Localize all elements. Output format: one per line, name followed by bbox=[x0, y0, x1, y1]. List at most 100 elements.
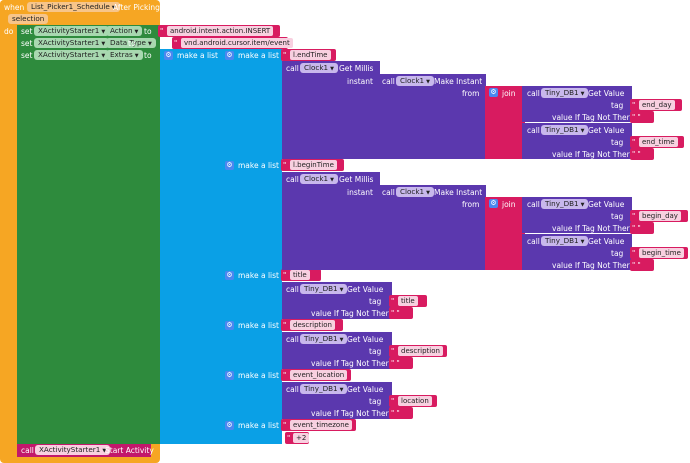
clock-dropdown[interactable]: Clock1 ▼ bbox=[396, 187, 434, 197]
get-millis-block[interactable] bbox=[282, 61, 380, 159]
not-there-label: value If Tag Not There bbox=[552, 224, 635, 233]
clock-dropdown[interactable]: Clock1 ▼ bbox=[300, 63, 338, 73]
mutator-gear-icon[interactable]: ⚙ bbox=[225, 51, 234, 60]
key-string[interactable]: " l.endTime bbox=[281, 49, 336, 61]
key-string[interactable]: " description bbox=[281, 319, 343, 331]
set-extras-block[interactable] bbox=[17, 49, 160, 444]
tag-string[interactable]: " description bbox=[389, 345, 447, 357]
component-dropdown[interactable]: XActivityStarter1 ▼ bbox=[35, 445, 111, 455]
join-block[interactable] bbox=[485, 197, 525, 270]
tinydb-dropdown[interactable]: Tiny_DB1 ▼ bbox=[300, 384, 348, 394]
empty-string[interactable]: " " bbox=[389, 307, 413, 319]
join-label: join bbox=[502, 89, 516, 98]
set-label: set bbox=[21, 27, 33, 36]
tag-label: tag bbox=[369, 397, 382, 406]
outer-make-list-block[interactable] bbox=[160, 49, 222, 444]
param-selection[interactable]: selection bbox=[8, 14, 49, 24]
make-instant-block[interactable] bbox=[378, 74, 486, 159]
tag-label: tag bbox=[611, 249, 624, 258]
set-property-dropdown[interactable]: Extras ▼ bbox=[106, 50, 143, 60]
tag-string[interactable]: " location bbox=[389, 395, 437, 407]
not-there-label: value If Tag Not There bbox=[311, 359, 394, 368]
to-label: to bbox=[144, 27, 152, 36]
mutator-gear-icon[interactable]: ⚙ bbox=[225, 161, 234, 170]
make-instant-block[interactable] bbox=[378, 185, 486, 270]
set-component-dropdown[interactable]: XActivityStarter1 ▼ bbox=[34, 26, 110, 36]
tag-label: tag bbox=[611, 212, 624, 221]
method-label: Get Value bbox=[347, 335, 384, 344]
set-label: set bbox=[21, 51, 33, 60]
tag-string[interactable]: " end_time bbox=[630, 136, 684, 148]
mutator-gear-icon[interactable]: ⚙ bbox=[489, 199, 498, 208]
value-string[interactable]: " +2 bbox=[285, 432, 310, 444]
tag-string[interactable]: " begin_day bbox=[630, 210, 688, 222]
set-component-dropdown[interactable]: XActivityStarter1 ▼ bbox=[34, 50, 110, 60]
mutator-gear-icon[interactable]: ⚙ bbox=[164, 51, 173, 60]
instant-label: instant bbox=[347, 188, 373, 197]
when-label: when bbox=[4, 3, 25, 12]
join-block[interactable] bbox=[485, 86, 525, 159]
get-millis-block[interactable] bbox=[282, 172, 380, 270]
set-property-dropdown[interactable]: Action ▼ bbox=[106, 26, 143, 36]
make-list-label: make a list bbox=[177, 51, 218, 60]
method-label: Get Millis bbox=[339, 64, 374, 73]
method-label: Get Millis bbox=[339, 175, 374, 184]
tinydb-dropdown[interactable]: Tiny_DB1 ▼ bbox=[541, 88, 589, 98]
make-list-label: make a list bbox=[238, 161, 279, 170]
tag-label: tag bbox=[369, 297, 382, 306]
empty-string[interactable]: " " bbox=[389, 357, 413, 369]
make-list-endtime-block[interactable] bbox=[222, 49, 282, 159]
key-string[interactable]: " event_location bbox=[281, 369, 351, 381]
call-label: call bbox=[527, 237, 540, 246]
tinydb-dropdown[interactable]: Tiny_DB1 ▼ bbox=[300, 334, 348, 344]
event-component-dropdown[interactable]: List_Picker1_Schedule ▼ bbox=[27, 2, 120, 12]
join-label: join bbox=[502, 200, 516, 209]
to-label: to bbox=[144, 51, 152, 60]
empty-string[interactable]: " " bbox=[630, 259, 654, 271]
set-label: set bbox=[21, 39, 33, 48]
method-label: Get Value bbox=[588, 200, 625, 209]
mutator-gear-icon[interactable]: ⚙ bbox=[225, 321, 234, 330]
key-string[interactable]: " l.beginTime bbox=[281, 159, 344, 171]
mutator-gear-icon[interactable]: ⚙ bbox=[225, 271, 234, 280]
from-label: from bbox=[462, 200, 480, 209]
make-list-begintime-block[interactable] bbox=[222, 159, 282, 269]
not-there-label: value If Tag Not There bbox=[552, 261, 635, 270]
mutator-gear-icon[interactable]: ⚙ bbox=[489, 88, 498, 97]
key-string[interactable]: " title bbox=[281, 269, 321, 281]
empty-string[interactable]: " " bbox=[630, 222, 654, 234]
empty-string[interactable]: " " bbox=[630, 111, 654, 123]
mutator-gear-icon[interactable]: ⚙ bbox=[225, 421, 234, 430]
clock-dropdown[interactable]: Clock1 ▼ bbox=[396, 76, 434, 86]
empty-string[interactable]: " " bbox=[630, 148, 654, 160]
tag-string[interactable]: " title bbox=[389, 295, 427, 307]
method-label: Get Value bbox=[588, 126, 625, 135]
string-datatype[interactable]: " vnd.android.cursor.item/event bbox=[172, 37, 293, 49]
not-there-label: value If Tag Not There bbox=[552, 150, 635, 159]
string-action[interactable]: " android.intent.action.INSERT bbox=[158, 25, 280, 37]
tinydb-dropdown[interactable]: Tiny_DB1 ▼ bbox=[541, 236, 589, 246]
not-there-label: value If Tag Not There bbox=[311, 409, 394, 418]
call-label: call bbox=[382, 188, 395, 197]
tag-string[interactable]: " begin_time bbox=[630, 247, 688, 259]
empty-string[interactable]: " " bbox=[389, 407, 413, 419]
from-label: from bbox=[462, 89, 480, 98]
call-label: call bbox=[527, 200, 540, 209]
key-string[interactable]: " event_timezone bbox=[281, 419, 356, 431]
make-list-label: make a list bbox=[238, 321, 279, 330]
set-component-dropdown[interactable]: XActivityStarter1 ▼ bbox=[34, 38, 110, 48]
method-label: Make Instant bbox=[434, 77, 483, 86]
tinydb-dropdown[interactable]: Tiny_DB1 ▼ bbox=[300, 284, 348, 294]
tag-label: tag bbox=[611, 101, 624, 110]
mutator-gear-icon[interactable]: ⚙ bbox=[225, 371, 234, 380]
clock-dropdown[interactable]: Clock1 ▼ bbox=[300, 174, 338, 184]
make-list-label: make a list bbox=[238, 271, 279, 280]
call-label: call bbox=[382, 77, 395, 86]
set-property-dropdown[interactable]: Data Type ▼ bbox=[106, 38, 156, 48]
tinydb-dropdown[interactable]: Tiny_DB1 ▼ bbox=[541, 125, 589, 135]
call-label: call bbox=[286, 175, 299, 184]
call-label: call bbox=[21, 446, 34, 455]
method-label: Make Instant bbox=[434, 188, 483, 197]
tinydb-dropdown[interactable]: Tiny_DB1 ▼ bbox=[541, 199, 589, 209]
tag-string[interactable]: " end_day bbox=[630, 99, 682, 111]
